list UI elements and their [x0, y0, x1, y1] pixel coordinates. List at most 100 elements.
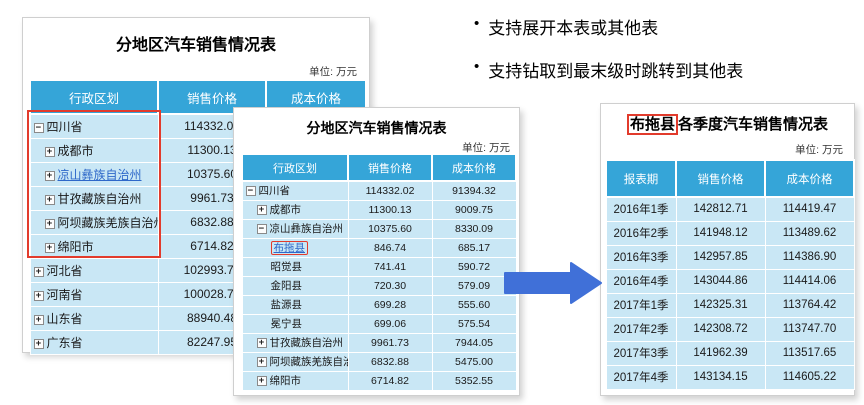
region-name-cell: + 河南省: [29, 281, 159, 307]
region-sales-table-expanded: 行政区划 销售价格 成本价格 − 四川省 114332.02 91394.32 +…: [241, 153, 517, 391]
cost-value-cell: 113764.42: [764, 292, 855, 318]
expand-toggle-icon[interactable]: +: [44, 194, 55, 205]
sales-value-cell: 846.74: [347, 237, 433, 258]
table-row: − 凉山彝族自治州 10375.60 8330.09: [241, 218, 517, 239]
quarterly-sales-table: 报表期 销售价格 成本价格 2016年1季 142812.71 114419.4…: [605, 159, 855, 390]
table-row: 2016年4季 143044.86 114414.06: [605, 268, 855, 294]
expand-toggle-icon[interactable]: +: [33, 290, 44, 301]
table-row: 布拖县 846.74 685.17: [241, 237, 517, 258]
cost-value-cell: 685.17: [431, 237, 517, 258]
page-title: 布拖县 各季度汽车销售情况表: [601, 113, 854, 135]
expand-toggle-icon[interactable]: +: [33, 338, 44, 349]
cost-value-cell: 114419.47: [764, 196, 855, 222]
expand-toggle-icon[interactable]: +: [44, 170, 55, 181]
table-row: 昭觉县 741.41 590.72: [241, 256, 517, 277]
cost-value-cell: 9009.75: [431, 199, 517, 220]
cost-value-cell: 555.60: [431, 294, 517, 315]
period-cell: 2017年4季: [605, 364, 677, 390]
page-title: 分地区汽车销售情况表: [115, 37, 276, 54]
column-header: 成本价格: [764, 159, 855, 198]
expand-toggle-icon[interactable]: +: [44, 218, 55, 229]
period-cell: 2017年2季: [605, 316, 677, 342]
flow-arrow-icon: [504, 262, 602, 304]
period-cell: 2016年1季: [605, 196, 677, 222]
table-row: 2017年3季 141962.39 113517.65: [605, 340, 855, 366]
region-label: 四川省: [258, 185, 291, 198]
region-label: 阿坝藏族羌族自治州: [269, 356, 348, 368]
region-sales-card-expanded: 分地区汽车销售情况表 单位: 万元 行政区划 销售价格 成本价格 − 四川省 11…: [233, 107, 520, 396]
region-drill-link[interactable]: 凉山彝族自治州: [57, 167, 142, 182]
cost-value-cell: 5475.00: [431, 351, 517, 372]
collapse-toggle-icon[interactable]: −: [33, 122, 44, 133]
table-row: +阿坝藏族羌族自治州 6832.88 5475.00: [241, 351, 517, 372]
period-cell: 2017年1季: [605, 292, 677, 318]
column-header: 销售价格: [157, 79, 267, 115]
region-label: 四川省: [46, 119, 83, 134]
cost-value-cell: 579.09: [431, 275, 517, 296]
expand-toggle-icon[interactable]: +: [44, 146, 55, 157]
title-highlight-box: 布拖县: [626, 114, 678, 135]
table-row: − 四川省 114332.02 91394.32: [241, 180, 517, 201]
county-jump-link[interactable]: 布拖县: [273, 242, 306, 254]
column-header: 行政区划: [241, 153, 349, 182]
sales-value-cell: 6714.82: [347, 370, 433, 391]
region-name-cell: − 凉山彝族自治州: [241, 218, 349, 239]
bullet-icon: •: [474, 15, 480, 32]
region-name-cell: 昭觉县: [241, 256, 349, 277]
table-row: 盐源县 699.28 555.60: [241, 294, 517, 315]
region-name-cell: + 凉山彝族自治州: [29, 161, 159, 187]
expand-toggle-icon[interactable]: +: [44, 242, 55, 253]
sales-value-cell: 699.28: [347, 294, 433, 315]
expand-toggle-icon[interactable]: +: [256, 205, 267, 215]
page-title: 分地区汽车销售情况表: [306, 120, 447, 136]
region-name-cell: − 四川省: [241, 180, 349, 201]
region-name-cell: 布拖县: [241, 237, 349, 258]
collapse-toggle-icon[interactable]: −: [245, 186, 256, 197]
region-label: 昭觉县: [270, 261, 303, 273]
cost-value-cell: 113517.65: [764, 340, 855, 366]
sales-value-cell: 142812.71: [675, 196, 766, 222]
table-row: 2016年2季 141948.12 113489.62: [605, 220, 855, 246]
region-label: 阿坝藏族羌族自治州: [57, 215, 158, 230]
table-row: + 甘孜藏族自治州 9961.73 7944.05: [241, 332, 517, 353]
region-name-cell: + 甘孜藏族自治州: [241, 332, 349, 353]
expand-toggle-icon[interactable]: +: [256, 357, 267, 367]
sales-value-cell: 142325.31: [675, 292, 766, 318]
region-label: 河南省: [46, 287, 83, 302]
feature-bullet-text: 支持展开本表或其他表: [488, 19, 659, 38]
region-name-cell: + 河北省: [29, 257, 159, 283]
feature-bullet-text: 支持钻取到最末级时跳转到其他表: [488, 62, 744, 81]
expand-toggle-icon[interactable]: +: [33, 314, 44, 325]
expand-toggle-icon[interactable]: +: [33, 266, 44, 277]
expand-toggle-icon[interactable]: +: [256, 376, 267, 386]
sales-value-cell: 143134.15: [675, 364, 766, 390]
table-header-row: 行政区划 销售价格 成本价格: [241, 153, 517, 182]
cost-value-cell: 575.54: [431, 313, 517, 334]
region-name-cell: 盐源县: [241, 294, 349, 315]
region-label: 绵阳市: [269, 375, 302, 387]
period-cell: 2016年3季: [605, 244, 677, 270]
cost-value-cell: 113747.70: [764, 316, 855, 342]
cost-value-cell: 114414.06: [764, 268, 855, 294]
table-row: 2017年4季 143134.15 114605.22: [605, 364, 855, 390]
region-label: 凉山彝族自治州: [269, 223, 344, 235]
region-name-cell: + 成都市: [29, 137, 159, 163]
sales-value-cell: 114332.02: [347, 180, 433, 201]
region-label: 广东省: [46, 335, 83, 350]
table-row: 2016年3季 142957.85 114386.90: [605, 244, 855, 270]
table-header-row: 报表期 销售价格 成本价格: [605, 159, 855, 198]
period-cell: 2017年3季: [605, 340, 677, 366]
collapse-toggle-icon[interactable]: −: [256, 224, 267, 234]
cost-value-cell: 114386.90: [764, 244, 855, 270]
sales-value-cell: 699.06: [347, 313, 433, 334]
region-label: 成都市: [57, 143, 94, 158]
column-header: 销售价格: [347, 153, 433, 182]
region-name-cell: +阿坝藏族羌族自治州: [29, 209, 159, 235]
column-header: 销售价格: [675, 159, 766, 198]
highlight-box: 布拖县: [270, 241, 308, 255]
expand-toggle-icon[interactable]: +: [256, 338, 267, 348]
table-row: + 成都市 11300.13 9009.75: [241, 199, 517, 220]
region-label: 绵阳市: [57, 239, 94, 254]
region-name-cell: + 绵阳市: [241, 370, 349, 391]
sales-value-cell: 741.41: [347, 256, 433, 277]
